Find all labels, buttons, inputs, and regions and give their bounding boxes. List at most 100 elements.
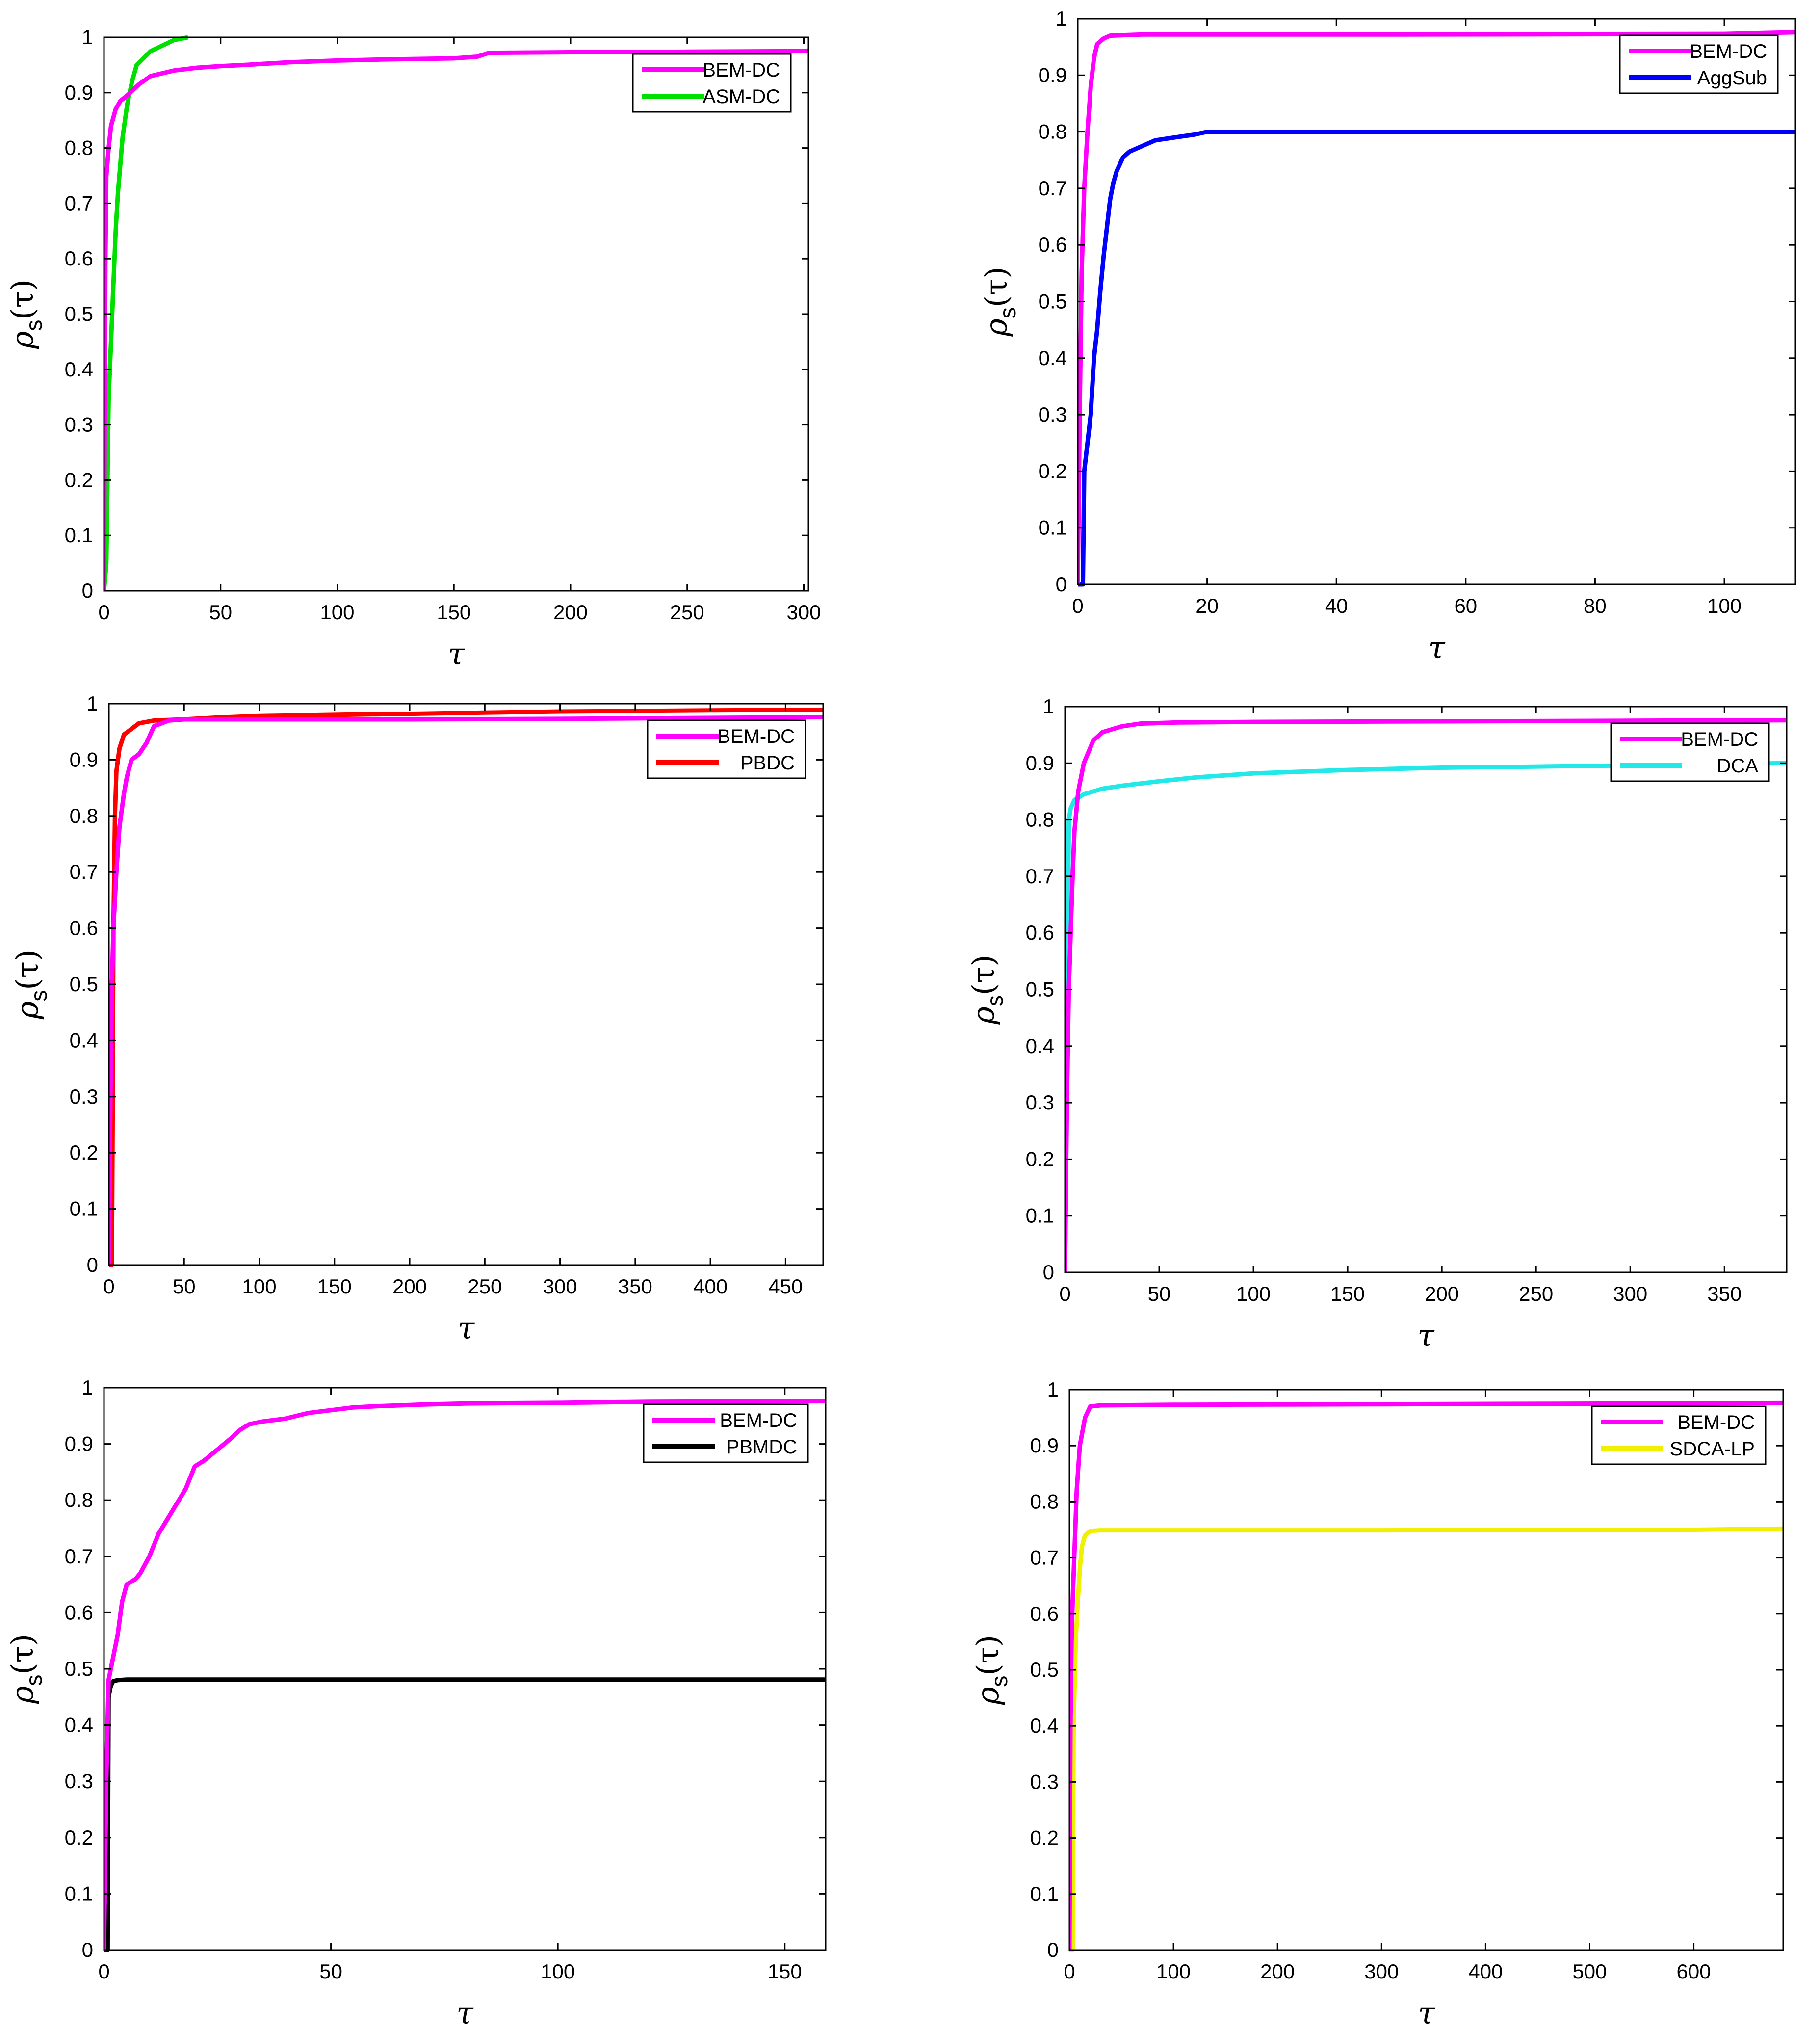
y-tick-label: 1 [1043, 695, 1054, 718]
x-tick-label: 450 [768, 1275, 803, 1298]
y-tick-label: 0.1 [1030, 1882, 1059, 1905]
x-tick-label: 400 [693, 1275, 728, 1298]
y-label-symbol: ρ [970, 1687, 1006, 1705]
x-tick-label: 250 [670, 601, 704, 624]
x-axis-label: τ [1428, 630, 1446, 665]
y-tick-label: 0.3 [65, 413, 93, 436]
y-axis-label: ρs(τ) [4, 279, 47, 349]
x-tick-label: 300 [543, 1275, 577, 1298]
series-line-asm-dc [104, 35, 189, 591]
y-axis-label: ρs(τ) [9, 950, 52, 1020]
y-tick-label: 0.3 [70, 1085, 98, 1108]
x-tick-label: 200 [1425, 1282, 1459, 1305]
chart-panel-5: 0 0.1 0.2 0.3 0.4 0.5 0.6 0.7 0.8 0.9 1 0 50 100 150 τ ρ… [4, 1376, 827, 2031]
legend: BEM-DC DCA [1610, 722, 1770, 782]
legend-box [643, 1403, 809, 1463]
y-tick-label: 0.9 [65, 81, 93, 104]
legend-label-bem-dc: BEM-DC [1677, 1412, 1755, 1433]
x-tick-label: 50 [1148, 1282, 1171, 1305]
x-tick-label: 350 [618, 1275, 652, 1298]
x-tick-label: 0 [1064, 1960, 1075, 1983]
y-tick-label: 0.5 [1039, 290, 1067, 313]
x-tick-label: 100 [541, 1960, 575, 1983]
legend-box [632, 53, 792, 113]
x-tick-label: 200 [1260, 1960, 1295, 1983]
y-tick-label: 0.4 [1026, 1034, 1054, 1057]
legend-label-bem-dc: BEM-DC [717, 726, 795, 747]
y-tick-label: 0.4 [1030, 1714, 1059, 1737]
legend-box [1591, 1405, 1767, 1465]
series-line-bem-dc [104, 1399, 826, 1951]
x-tick-label: 0 [98, 601, 109, 624]
y-tick-label: 0.2 [65, 468, 93, 491]
chart-panel-6: 0 0.1 0.2 0.3 0.4 0.5 0.6 0.7 0.8 0.9 1 0 100 200 300 4… [970, 1378, 1784, 2031]
chart-panel-3: 0 0.1 0.2 0.3 0.4 0.5 0.6 0.7 0.8 0.9 1 0 50 100 150 20… [9, 692, 824, 1346]
x-tick-label: 50 [209, 601, 232, 624]
y-tick-label: 0.5 [65, 1657, 93, 1680]
y-label-argument: (τ) [965, 954, 1001, 995]
x-tick-label: 300 [1364, 1960, 1399, 1983]
y-tick-label: 0.7 [65, 191, 93, 214]
y-tick-label: 0.1 [1039, 516, 1067, 539]
chart-panel-4: 0 0.1 0.2 0.3 0.4 0.5 0.6 0.7 0.8 0.9 1 0 50 100 150 20… [965, 695, 1788, 1353]
x-tick-label: 100 [242, 1275, 276, 1298]
y-tick-label: 1 [82, 1376, 93, 1399]
x-tick-label: 80 [1584, 594, 1607, 617]
y-tick-label: 0.4 [1039, 346, 1067, 369]
y-tick-label: 0 [82, 579, 93, 602]
y-tick-label: 0.6 [1026, 921, 1054, 944]
y-tick-label: 0.1 [65, 524, 93, 547]
series-line-sdca-lp [1069, 1526, 1784, 1952]
y-tick-label: 0.4 [70, 1029, 98, 1052]
x-tick-label: 0 [1059, 1282, 1070, 1305]
y-tick-label: 0 [82, 1938, 93, 1961]
y-tick-label: 0 [1047, 1938, 1059, 1961]
y-tick-label: 0.1 [1026, 1204, 1054, 1227]
legend-label-bem-dc: BEM-DC [702, 59, 780, 81]
legend-box [647, 719, 806, 779]
y-tick-label: 0.1 [70, 1197, 98, 1220]
y-tick-label: 0.6 [70, 917, 98, 940]
y-tick-label: 0 [87, 1253, 98, 1276]
y-tick-label: 0.8 [1039, 120, 1067, 143]
y-axis-label: ρs(τ) [4, 1634, 47, 1704]
x-axis-label: τ [1417, 1318, 1435, 1353]
y-tick-label: 0.7 [1039, 177, 1067, 200]
y-label-symbol: ρ [965, 1006, 1001, 1025]
y-tick-label: 0.6 [65, 1601, 93, 1624]
x-tick-label: 250 [468, 1275, 502, 1298]
y-tick-label: 0.2 [70, 1141, 98, 1164]
y-tick-label: 0.8 [1026, 808, 1054, 831]
series-group [104, 1399, 826, 1952]
y-tick-label: 0.3 [1030, 1770, 1059, 1793]
legend-label-aggsub: AggSub [1697, 67, 1767, 89]
y-tick-label: 0.8 [1030, 1490, 1059, 1513]
y-tick-label: 0.8 [65, 136, 93, 159]
x-tick-label: 100 [320, 601, 354, 624]
y-label-subscript: s [21, 1675, 47, 1686]
x-tick-label: 500 [1572, 1960, 1607, 1983]
x-tick-label: 250 [1519, 1282, 1553, 1305]
x-tick-label: 150 [1330, 1282, 1365, 1305]
y-tick-label: 0.5 [65, 302, 93, 325]
x-axis-label: τ [448, 636, 466, 672]
legend-label-bem-dc: BEM-DC [720, 1410, 797, 1431]
x-tick-label: 100 [1236, 1282, 1271, 1305]
series-line-bem-dc [1069, 1400, 1784, 1951]
legend: BEM-DC PBMDC [643, 1403, 809, 1463]
legend-label-dca: DCA [1717, 755, 1759, 777]
legend-label-asm-dc: ASM-DC [702, 86, 780, 107]
x-tick-label: 50 [173, 1275, 196, 1298]
y-label-argument: (τ) [978, 266, 1014, 307]
plot-area [1078, 19, 1795, 584]
plot-area [1069, 1390, 1783, 1950]
y-tick-label: 0.7 [65, 1545, 93, 1568]
y-label-subscript: s [995, 307, 1020, 318]
series-group [1069, 1400, 1784, 1952]
y-label-symbol: ρ [4, 1686, 40, 1704]
x-tick-label: 0 [103, 1275, 114, 1298]
legend: BEM-DC SDCA-LP [1591, 1405, 1767, 1465]
chart-panel-1: 0 0.1 0.2 0.3 0.4 0.5 0.6 0.7 0.8 0.9 1 0 50 100 150 20… [4, 26, 821, 672]
y-axis-label: ρs(τ) [978, 266, 1020, 337]
y-label-subscript: s [21, 320, 47, 331]
